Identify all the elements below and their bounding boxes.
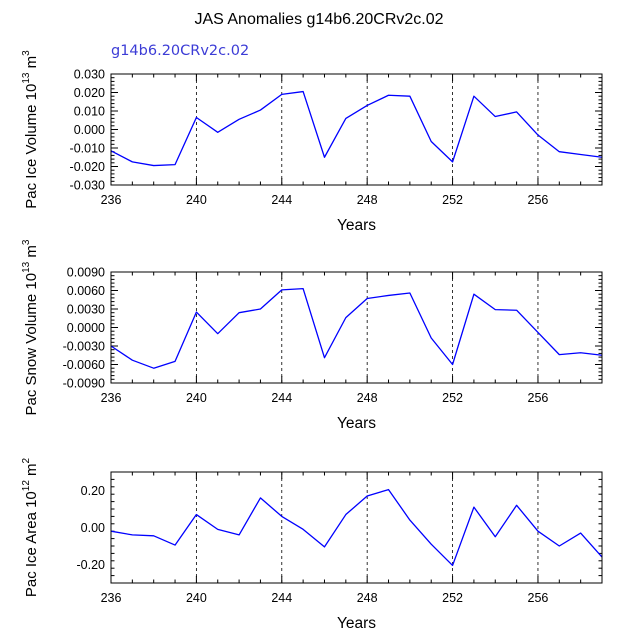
x-axis-label: Years (337, 415, 376, 432)
y-tick-label: 0.0090 (67, 266, 105, 280)
x-tick-label: 252 (442, 391, 463, 405)
x-tick-label: 248 (357, 193, 378, 207)
x-tick-label: 256 (528, 591, 549, 605)
y-tick-label: -0.0060 (63, 358, 105, 372)
y-tick-label: 0.010 (74, 105, 105, 119)
y-axis-label: Pac Snow Volume 1013 m3 (21, 239, 40, 415)
x-axis-label: Years (337, 217, 376, 234)
y-axis-label-unit: m (23, 463, 40, 480)
y-axis-label-unit-exponent: 3 (21, 50, 32, 56)
y-axis-label-text: Pac Ice Volume 10 (23, 84, 40, 209)
y-tick-label: 0.0060 (67, 284, 105, 298)
y-axis-label: Pac Ice Volume 1013 m3 (21, 50, 40, 209)
y-tick-label: -0.0090 (63, 377, 105, 391)
x-tick-label: 236 (101, 193, 122, 207)
plot-frame (110, 73, 603, 186)
x-tick-label: 256 (528, 193, 549, 207)
panels: 236 240 244 248 252 256 -0.030 -0.020 -0.010 0.00… (21, 50, 603, 632)
x-tick-label: 244 (271, 391, 292, 405)
x-axis-label: Years (337, 615, 376, 632)
y-tick-label: -0.20 (77, 558, 106, 572)
x-tick-label: 240 (186, 591, 207, 605)
series-line (110, 90, 603, 167)
panel-2: 236 240 244 248 252 256 -0.0090 -0.0060 -0.0030 0… (21, 239, 603, 432)
x-tick-label: 252 (442, 591, 463, 605)
case-label: g14b6.20CRv2c.02 (111, 43, 249, 59)
plot-frame (110, 471, 603, 584)
x-tick-label: 240 (186, 193, 207, 207)
panel-1: 236 240 244 248 252 256 -0.030 -0.020 -0.010 0.00… (21, 50, 603, 234)
y-tick-label: 0.00 (81, 521, 105, 535)
y-tick-label: 0.030 (74, 68, 105, 82)
y-axis-label: Pac Ice Area 1012 m2 (21, 457, 40, 597)
series-line (110, 488, 603, 567)
y-axis-label-unit: m (23, 56, 40, 73)
y-axis-label-text: Pac Ice Area 10 (23, 491, 40, 597)
x-tick-label: 236 (101, 391, 122, 405)
x-tick-label: 244 (271, 193, 292, 207)
y-tick-label: 0.000 (74, 123, 105, 137)
y-axis-label-exponent: 13 (21, 72, 32, 84)
y-axis-label-text: Pac Snow Volume 10 (23, 273, 40, 416)
y-tick-label: -0.030 (70, 179, 105, 193)
x-tick-label: 256 (528, 391, 549, 405)
x-tick-label: 244 (271, 591, 292, 605)
y-axis-label-unit: m (23, 245, 40, 262)
plot-frame (110, 271, 603, 384)
panel-3: 236 240 244 248 252 256 -0.20 0.00 0.20 Years Pac … (21, 457, 603, 632)
y-tick-label: 0.0030 (67, 303, 105, 317)
x-tick-label: 248 (357, 591, 378, 605)
x-tick-label: 236 (101, 591, 122, 605)
y-axis-label-exponent: 13 (21, 261, 32, 273)
series-line (110, 287, 603, 369)
y-axis-label-unit-exponent: 2 (21, 457, 32, 463)
x-tick-label: 240 (186, 391, 207, 405)
y-tick-label: -0.010 (70, 142, 105, 156)
y-tick-label: 0.0000 (67, 321, 105, 335)
y-axis-label-exponent: 12 (21, 480, 32, 492)
x-tick-label: 252 (442, 193, 463, 207)
figure-title: JAS Anomalies g14b6.20CRv2c.02 (194, 11, 443, 28)
y-tick-label: -0.020 (70, 160, 105, 174)
y-axis-label-unit-exponent: 3 (21, 239, 32, 245)
y-tick-label: 0.020 (74, 86, 105, 100)
y-tick-label: 0.20 (81, 484, 105, 498)
y-tick-label: -0.0030 (63, 340, 105, 354)
x-tick-label: 248 (357, 391, 378, 405)
